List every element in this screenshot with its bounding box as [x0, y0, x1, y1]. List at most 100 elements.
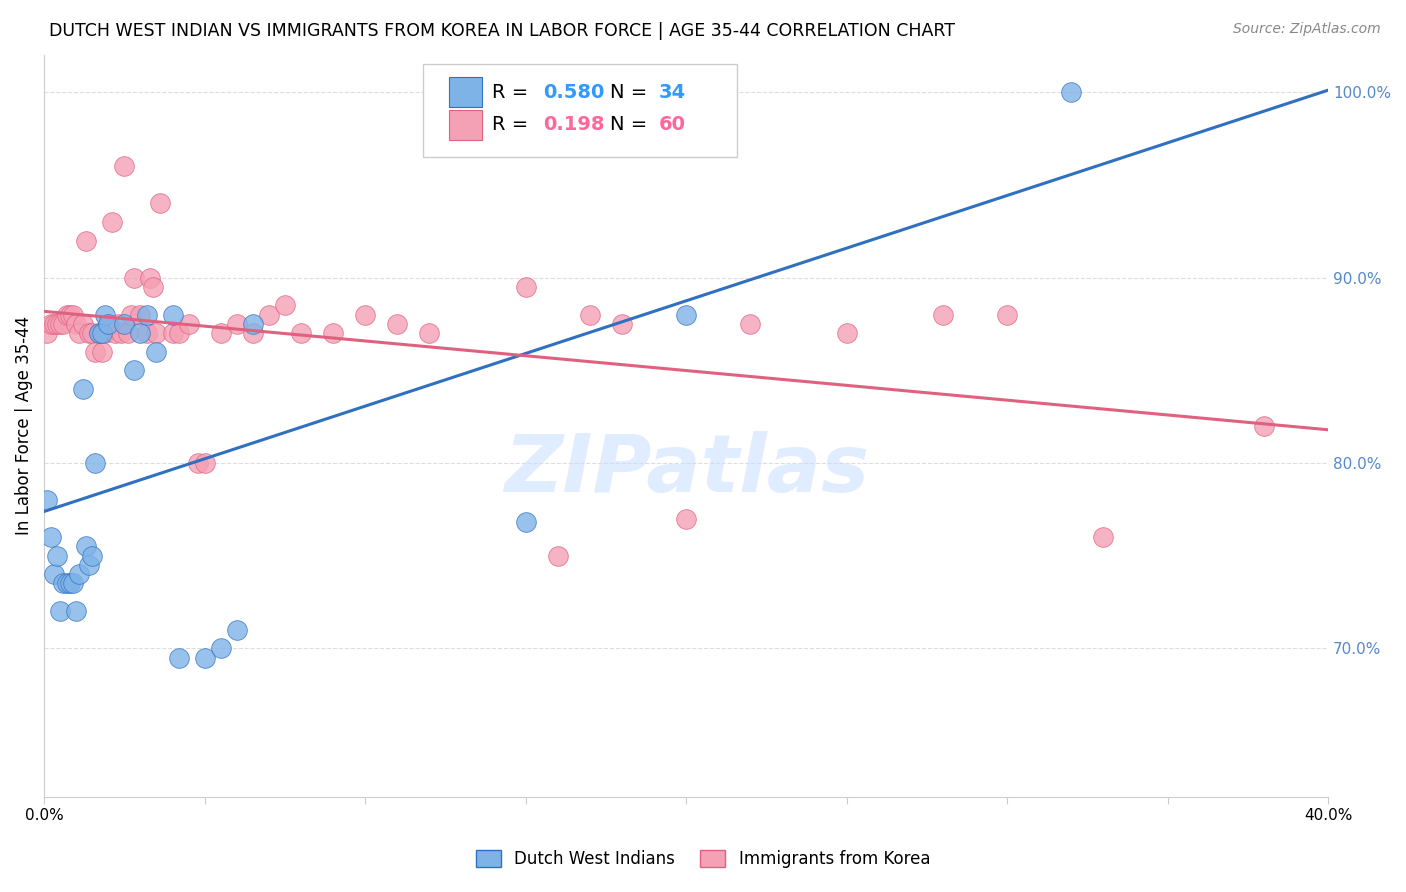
Point	[274, 298, 297, 312]
Point	[37, 326, 59, 341]
Point	[104, 326, 127, 341]
Point	[62, 576, 84, 591]
Point	[94, 326, 117, 341]
Point	[242, 326, 264, 341]
Point	[290, 326, 312, 341]
Point	[55, 576, 77, 591]
Point	[120, 308, 142, 322]
Text: N =: N =	[610, 115, 654, 135]
Text: R =: R =	[492, 83, 534, 102]
Point	[129, 326, 152, 341]
Point	[112, 317, 135, 331]
Text: 60: 60	[659, 115, 686, 135]
Point	[97, 317, 120, 331]
Point	[39, 317, 62, 331]
Point	[740, 317, 762, 331]
Point	[1060, 85, 1083, 99]
Point	[122, 270, 145, 285]
Point	[194, 456, 217, 470]
Bar	[449, 78, 482, 107]
Point	[100, 215, 122, 229]
Text: 0.580: 0.580	[544, 83, 605, 102]
Point	[42, 317, 65, 331]
Point	[354, 308, 377, 322]
Text: DUTCH WEST INDIAN VS IMMIGRANTS FROM KOREA IN LABOR FORCE | AGE 35-44 CORRELATIO: DUTCH WEST INDIAN VS IMMIGRANTS FROM KOR…	[49, 22, 955, 40]
Point	[87, 326, 110, 341]
Point	[65, 317, 87, 331]
Point	[82, 549, 104, 563]
Point	[515, 280, 537, 294]
Legend: Dutch West Indians, Immigrants from Korea: Dutch West Indians, Immigrants from Kore…	[470, 843, 936, 875]
Text: ZIPatlas: ZIPatlas	[503, 432, 869, 509]
Point	[39, 530, 62, 544]
Point	[242, 317, 264, 331]
Point	[75, 540, 97, 554]
Point	[515, 516, 537, 530]
Point	[87, 326, 110, 341]
Point	[52, 576, 75, 591]
Point	[94, 308, 117, 322]
Point	[49, 317, 72, 331]
Point	[547, 549, 569, 563]
Point	[77, 326, 100, 341]
Point	[84, 456, 107, 470]
Point	[145, 344, 167, 359]
Point	[52, 317, 75, 331]
Point	[675, 308, 697, 322]
Point	[162, 326, 184, 341]
Point	[75, 234, 97, 248]
Text: N =: N =	[610, 83, 654, 102]
Point	[675, 511, 697, 525]
Point	[67, 567, 90, 582]
Point	[107, 317, 129, 331]
Point	[145, 326, 167, 341]
Point	[387, 317, 409, 331]
Point	[77, 558, 100, 572]
Point	[112, 160, 135, 174]
Point	[932, 308, 955, 322]
Text: Source: ZipAtlas.com: Source: ZipAtlas.com	[1233, 22, 1381, 37]
Point	[1092, 530, 1115, 544]
Point	[129, 308, 152, 322]
Y-axis label: In Labor Force | Age 35-44: In Labor Force | Age 35-44	[15, 317, 32, 535]
Point	[579, 308, 602, 322]
FancyBboxPatch shape	[423, 64, 738, 157]
Point	[1253, 418, 1275, 433]
Point	[90, 326, 112, 341]
Point	[162, 308, 184, 322]
Point	[194, 650, 217, 665]
Point	[322, 326, 344, 341]
Point	[67, 326, 90, 341]
Point	[149, 196, 172, 211]
Point	[110, 326, 132, 341]
Point	[142, 280, 165, 294]
Point	[62, 308, 84, 322]
Point	[55, 308, 77, 322]
Point	[177, 317, 200, 331]
Point	[46, 317, 69, 331]
Point	[46, 549, 69, 563]
Point	[72, 317, 94, 331]
Text: 0.198: 0.198	[544, 115, 605, 135]
Point	[167, 650, 190, 665]
Point	[65, 604, 87, 618]
Point	[167, 326, 190, 341]
Point	[995, 308, 1018, 322]
Point	[37, 493, 59, 508]
Point	[225, 623, 247, 637]
Point	[42, 567, 65, 582]
Point	[139, 270, 162, 285]
Point	[209, 641, 232, 656]
Point	[225, 317, 247, 331]
Point	[117, 326, 139, 341]
Point	[72, 382, 94, 396]
Point	[209, 326, 232, 341]
Point	[418, 326, 440, 341]
Point	[835, 326, 858, 341]
Point	[610, 317, 633, 331]
Point	[49, 604, 72, 618]
Point	[135, 326, 157, 341]
Point	[84, 344, 107, 359]
Point	[187, 456, 209, 470]
Point	[97, 317, 120, 331]
